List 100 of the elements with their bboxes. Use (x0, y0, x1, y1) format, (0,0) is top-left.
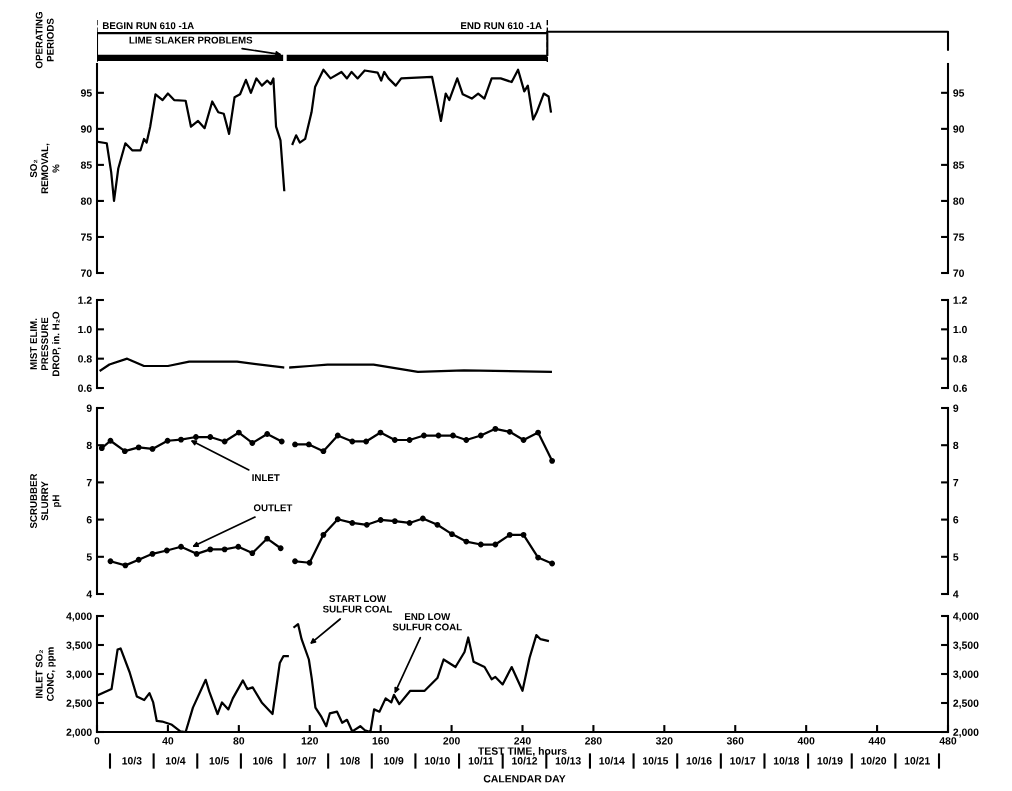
y-tick-label: 4 (86, 590, 93, 598)
annotation: INLET (252, 474, 280, 482)
y-axis-title: SO₂ REMOVAL, % (30, 143, 60, 194)
category-label: 10/9 (384, 756, 404, 765)
point (221, 546, 228, 553)
category-label: 10/17 (730, 756, 756, 765)
category-label: 10/5 (209, 756, 229, 765)
category-label: 10/18 (773, 756, 799, 765)
point (363, 521, 370, 528)
point (264, 535, 271, 542)
y-tick-label: 1.2 (78, 296, 92, 304)
category-label: 10/20 (861, 756, 887, 765)
point (235, 543, 242, 550)
point (178, 436, 184, 443)
y2-tick-label: 4 (953, 590, 959, 598)
point (549, 560, 556, 567)
y-tick-label: 1.0 (78, 325, 92, 334)
y-tick-label: 85 (80, 161, 92, 169)
point (149, 550, 156, 557)
y2-tick-label: 9 (953, 404, 959, 412)
category-label: 10/8 (340, 756, 360, 765)
point (506, 531, 513, 538)
point (334, 516, 341, 523)
y2-tick-label: 6 (953, 516, 959, 524)
category-label: 10/14 (599, 756, 625, 765)
x-tick-label: 320 (655, 737, 673, 745)
y2-tick-label: 1.2 (953, 296, 967, 304)
point (164, 437, 171, 444)
point (549, 457, 556, 464)
annotation: START LOW SULFUR COAL (322, 595, 393, 613)
y-tick-label: 90 (80, 125, 92, 133)
point (135, 556, 142, 563)
point (477, 432, 484, 439)
y2-tick-label: 2,500 (953, 699, 979, 709)
y2-tick-label: 75 (953, 233, 965, 241)
x-tick-label: 40 (162, 737, 174, 745)
point (492, 425, 499, 432)
point (391, 518, 398, 525)
point (235, 429, 242, 436)
point (277, 545, 284, 552)
point (506, 428, 513, 435)
point (449, 531, 455, 538)
category-label: 10/15 (643, 756, 669, 765)
y2-tick-label: 70 (953, 269, 965, 277)
point (463, 437, 470, 443)
ref-line-label: BEGIN RUN 610 -1A (102, 22, 194, 30)
point (149, 446, 156, 452)
y-tick-label: 2,500 (66, 699, 92, 709)
y-tick-label: 3,500 (66, 641, 92, 651)
point (121, 448, 128, 455)
category-label: 10/12 (512, 756, 538, 765)
point (349, 520, 356, 526)
category-label: 10/11 (468, 756, 494, 765)
y-tick-label: 2,000 (66, 728, 92, 738)
category-label: 10/10 (424, 756, 450, 765)
category-label: 10/6 (253, 756, 273, 765)
point (535, 429, 542, 436)
x-tick-label: 200 (443, 737, 460, 745)
point (292, 441, 298, 448)
y-axis-title: MIST ELIM. PRESSURE DROP, in. H₂O (30, 311, 61, 376)
point (135, 444, 142, 451)
point (305, 441, 312, 448)
y2-tick-label: 1.0 (953, 325, 967, 334)
point (207, 434, 214, 440)
point (463, 538, 470, 545)
y2-tick-label: 90 (953, 125, 965, 133)
point (419, 515, 426, 522)
category-label: 10/4 (165, 756, 186, 765)
y2-tick-label: 3,500 (953, 641, 979, 651)
point (107, 558, 114, 565)
ref-line-label: END RUN 610 -1A (461, 22, 542, 30)
point (434, 521, 441, 528)
y2-tick-label: 2,000 (953, 728, 979, 738)
x-tick-label: 160 (372, 737, 389, 745)
x-tick-label: 440 (868, 737, 886, 745)
point (178, 543, 184, 550)
y-tick-label: 4,000 (66, 612, 92, 622)
y2-tick-label: 95 (953, 89, 965, 97)
point (292, 558, 298, 565)
point (122, 562, 129, 569)
point (306, 559, 313, 566)
point (377, 429, 384, 436)
point (450, 432, 456, 439)
y-axis-title: OPERATING PERIODS (35, 12, 54, 69)
category-label: 10/21 (904, 756, 930, 765)
annotation: OUTLET (253, 504, 293, 512)
x-tick-label: 360 (726, 737, 744, 745)
x-axis-title: TEST TIME, hours (478, 747, 567, 757)
category-label: 10/7 (296, 756, 317, 765)
y-tick-label: 5 (86, 553, 92, 561)
point (406, 520, 413, 526)
point (349, 438, 356, 445)
y2-tick-label: 4,000 (953, 612, 979, 622)
point (221, 438, 228, 445)
y-tick-label: 75 (81, 233, 92, 241)
y2-tick-label: 85 (953, 161, 965, 169)
x-tick-label: 0 (94, 737, 100, 745)
y-tick-label: 9 (86, 404, 92, 412)
y2-tick-label: 0.6 (953, 384, 967, 392)
point (249, 550, 256, 556)
